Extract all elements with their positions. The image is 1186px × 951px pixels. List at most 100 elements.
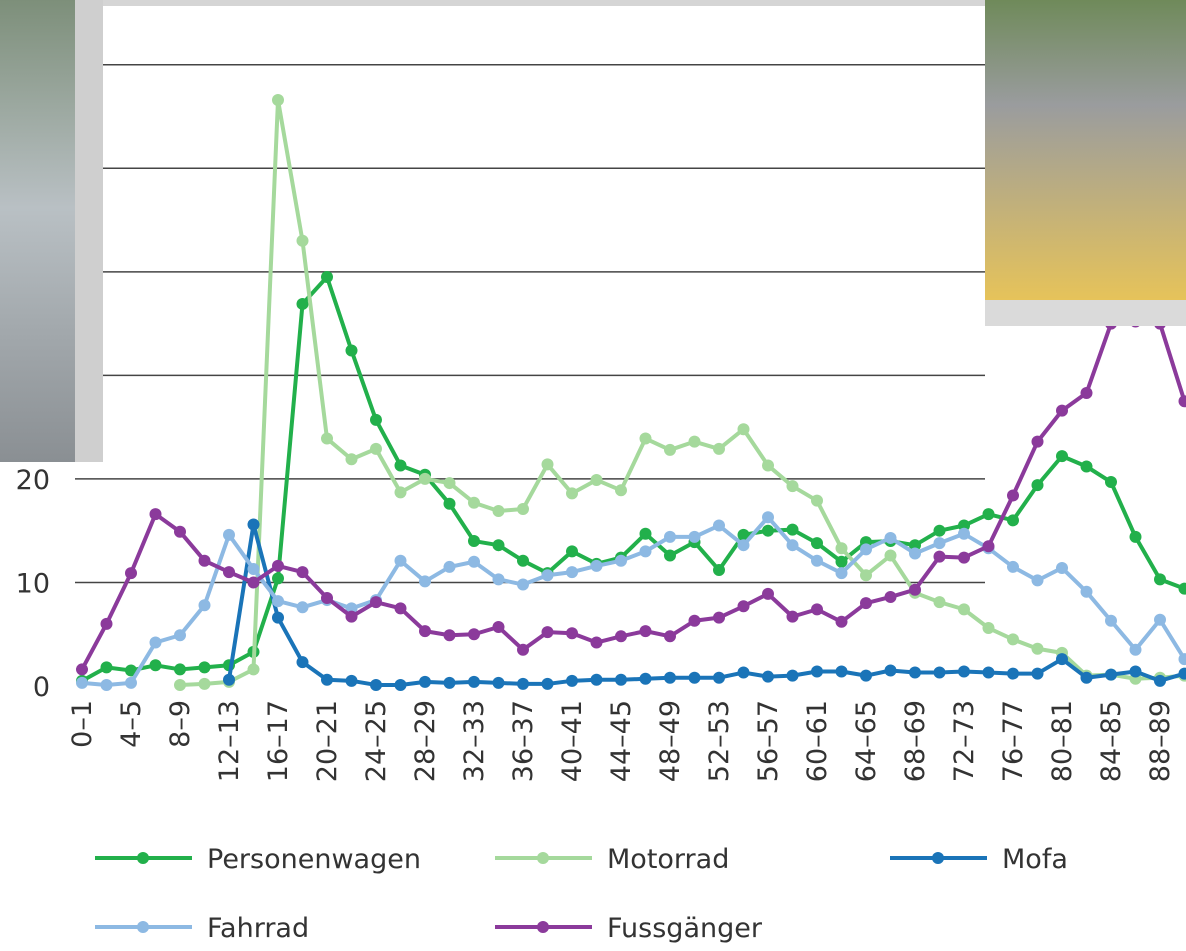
data-point xyxy=(150,637,162,649)
data-point xyxy=(1056,562,1068,574)
data-point xyxy=(689,436,701,448)
data-point xyxy=(321,674,333,686)
data-point xyxy=(762,588,774,600)
data-point xyxy=(738,600,750,612)
data-point xyxy=(199,599,211,611)
data-point xyxy=(836,556,848,568)
y-tick-label: 0 xyxy=(33,672,50,703)
data-point xyxy=(468,676,480,688)
data-point xyxy=(248,518,260,530)
photo-left xyxy=(0,0,75,462)
series-line xyxy=(82,322,1185,670)
data-point xyxy=(640,625,652,637)
data-point xyxy=(346,345,358,357)
data-point xyxy=(248,576,260,588)
data-point xyxy=(493,539,505,551)
data-point xyxy=(297,298,309,310)
data-point xyxy=(713,520,725,532)
data-point xyxy=(664,444,676,456)
data-point xyxy=(811,555,823,567)
data-point xyxy=(787,480,799,492)
data-point xyxy=(542,458,554,470)
y-tick-label: 20 xyxy=(16,465,50,496)
data-point xyxy=(811,603,823,615)
data-point xyxy=(640,545,652,557)
data-point xyxy=(787,539,799,551)
data-point xyxy=(272,612,284,624)
data-point xyxy=(566,566,578,578)
x-tick-label: 0–1 xyxy=(67,700,98,748)
data-point xyxy=(1007,668,1019,680)
x-tick-label: 28–29 xyxy=(410,700,441,782)
data-point xyxy=(468,628,480,640)
data-point xyxy=(664,630,676,642)
data-point xyxy=(738,539,750,551)
data-point xyxy=(223,566,235,578)
data-point xyxy=(689,531,701,543)
data-point xyxy=(444,629,456,641)
photo-shadow xyxy=(985,300,1186,326)
data-point xyxy=(1081,586,1093,598)
data-point xyxy=(664,672,676,684)
data-point xyxy=(248,563,260,575)
data-point xyxy=(1007,514,1019,526)
data-point xyxy=(419,575,431,587)
data-point xyxy=(76,663,88,675)
legend-label: Mofa xyxy=(1002,844,1068,875)
data-point xyxy=(762,459,774,471)
data-point xyxy=(444,498,456,510)
data-point xyxy=(468,535,480,547)
data-point xyxy=(419,625,431,637)
data-point xyxy=(1032,479,1044,491)
data-point xyxy=(517,503,529,515)
photo-right xyxy=(985,0,1186,300)
data-point xyxy=(1179,583,1186,595)
data-point xyxy=(297,656,309,668)
x-tick-label: 56–57 xyxy=(753,700,784,782)
data-point xyxy=(493,621,505,633)
y-tick-label: 10 xyxy=(16,568,50,599)
data-point xyxy=(370,596,382,608)
data-point xyxy=(493,573,505,585)
data-point xyxy=(860,543,872,555)
data-point xyxy=(272,94,284,106)
data-point xyxy=(1007,561,1019,573)
data-point xyxy=(811,666,823,678)
data-point xyxy=(101,679,113,691)
data-point xyxy=(1032,643,1044,655)
data-point xyxy=(444,477,456,489)
data-point xyxy=(958,603,970,615)
data-point xyxy=(321,271,333,283)
x-tick-label: 80–81 xyxy=(1047,700,1078,782)
data-point xyxy=(934,596,946,608)
data-point xyxy=(1154,614,1166,626)
data-point xyxy=(150,659,162,671)
data-point xyxy=(223,674,235,686)
data-point xyxy=(566,487,578,499)
data-point xyxy=(713,672,725,684)
data-point xyxy=(101,661,113,673)
data-point xyxy=(1032,436,1044,448)
data-point xyxy=(395,459,407,471)
data-point xyxy=(444,677,456,689)
x-tick-label: 60–61 xyxy=(802,700,833,782)
data-point xyxy=(493,677,505,689)
data-point xyxy=(591,560,603,572)
data-point xyxy=(566,627,578,639)
data-point xyxy=(983,622,995,634)
x-tick-label: 12–13 xyxy=(214,700,245,782)
x-tick-label: 72–73 xyxy=(949,700,980,782)
data-point xyxy=(591,674,603,686)
data-point xyxy=(664,550,676,562)
x-tick-label: 52–53 xyxy=(704,700,735,782)
data-point xyxy=(346,611,358,623)
data-point xyxy=(395,679,407,691)
legend-label: Personenwagen xyxy=(207,844,421,875)
data-point xyxy=(1105,615,1117,627)
data-point xyxy=(958,552,970,564)
data-point xyxy=(493,505,505,517)
data-point xyxy=(517,555,529,567)
x-tick-label: 8–9 xyxy=(165,700,196,748)
legend-marker xyxy=(537,852,549,864)
